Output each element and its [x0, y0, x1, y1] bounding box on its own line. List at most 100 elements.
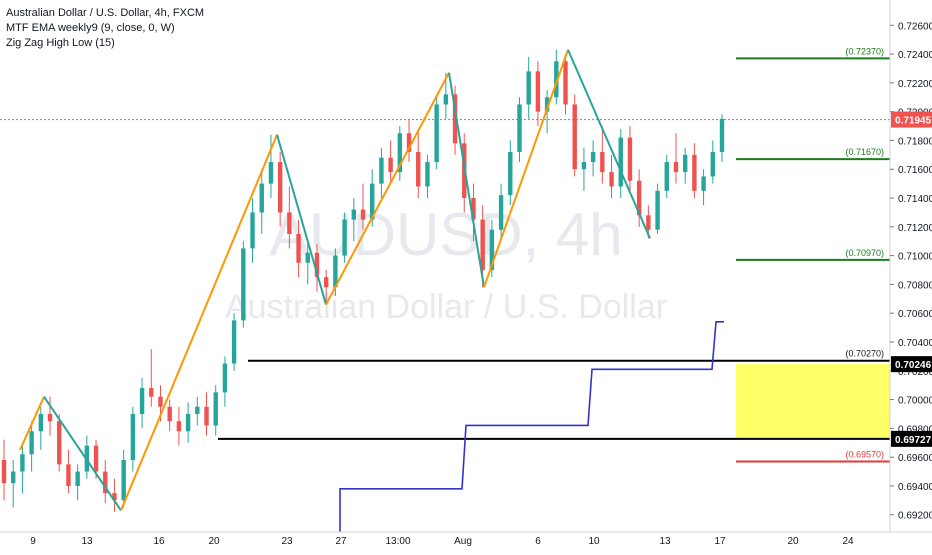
candle-body — [416, 151, 421, 187]
candle — [627, 126, 633, 191]
candle-body — [498, 195, 504, 230]
zigzag-segment — [448, 72, 485, 288]
y-tick-label: 0.69800 — [898, 424, 932, 435]
x-tick-label: 17 — [714, 536, 726, 547]
candle — [719, 114, 725, 163]
y-tick-label: 0.69200 — [898, 511, 932, 522]
candle — [277, 151, 283, 227]
zone-rect — [736, 364, 890, 439]
candle — [29, 421, 34, 472]
candle-body — [664, 162, 669, 191]
candle — [388, 140, 393, 184]
candles — [1, 49, 725, 512]
x-tick-label: 20 — [208, 536, 220, 547]
candle-body — [673, 162, 679, 173]
candle-body — [268, 162, 274, 184]
candle — [268, 134, 274, 199]
candle — [618, 128, 623, 199]
ema-indicator — [339, 321, 724, 532]
candle — [701, 169, 706, 206]
candle-body — [195, 406, 200, 414]
candle — [416, 128, 421, 199]
candle — [121, 449, 126, 508]
x-tick-label: 16 — [153, 536, 165, 547]
candle-body — [554, 61, 559, 98]
candle — [535, 61, 541, 127]
candle-body — [434, 104, 439, 163]
candle-body — [20, 454, 25, 472]
y-tick-label: 0.69600 — [898, 453, 932, 464]
candle-body — [139, 388, 145, 414]
candle — [213, 385, 218, 436]
candle — [434, 97, 439, 170]
candle-body — [314, 252, 320, 278]
candle-body — [231, 320, 237, 364]
candle-body — [480, 219, 485, 270]
candle — [692, 143, 697, 199]
candle-body — [517, 104, 522, 152]
zigzag-segment — [325, 72, 450, 306]
y-tick-label: 0.70600 — [898, 309, 932, 320]
candle — [554, 49, 559, 105]
candle-body — [112, 493, 117, 501]
candle — [176, 406, 182, 446]
x-tick-label: 13 — [81, 536, 93, 547]
legend-zigzag[interactable]: Zig Zag High Low (15) — [6, 37, 115, 49]
candle-body — [11, 471, 16, 484]
x-tick-label: Aug — [454, 536, 472, 547]
candle — [682, 147, 688, 184]
candle — [360, 183, 366, 230]
candle — [47, 396, 53, 436]
candle-body — [66, 464, 71, 486]
watermark: AUDUSD, 4h Australian Dollar / U.S. Doll… — [225, 201, 667, 326]
candle-body — [572, 104, 577, 170]
candle — [167, 399, 172, 432]
candle-body — [121, 460, 126, 501]
candle-body — [692, 154, 697, 191]
candle — [296, 219, 301, 278]
candle — [636, 169, 642, 227]
candle-body — [618, 137, 623, 187]
y-tick-label: 0.70800 — [898, 280, 932, 291]
y-tick-label: 0.71000 — [898, 252, 932, 263]
candle — [655, 183, 660, 235]
candle — [498, 183, 504, 242]
candle — [241, 241, 246, 328]
y-tick-label: 0.72200 — [898, 79, 932, 90]
candle-body — [130, 413, 136, 461]
candle-body — [379, 157, 384, 184]
candle — [572, 94, 577, 177]
legend-ema[interactable]: MTF EMA weekly9 (9, close, 0, W) — [6, 22, 175, 34]
candle — [508, 140, 513, 206]
candle-body — [452, 94, 458, 144]
candle-body — [397, 133, 403, 173]
candle-body — [627, 137, 633, 181]
candle — [517, 97, 522, 163]
candle — [112, 478, 117, 512]
chart-legend: Australian Dollar / U.S. Dollar, 4h, FXC… — [6, 6, 204, 51]
demand-zone — [218, 359, 890, 440]
candle — [600, 126, 605, 184]
candle-body — [287, 212, 292, 235]
candle-body — [167, 406, 172, 422]
candle — [590, 140, 596, 177]
candle-body — [636, 180, 642, 216]
watermark-symbol: AUDUSD, 4h — [269, 201, 622, 268]
last-price-label: 0.71945 — [895, 116, 932, 127]
candle-body — [370, 183, 375, 220]
candle-body — [600, 151, 605, 173]
x-tick-label: 23 — [281, 536, 293, 547]
zigzag-segment — [43, 396, 122, 511]
candle — [342, 212, 347, 263]
y-tick-label: 0.72400 — [898, 50, 932, 61]
candle-body — [682, 154, 688, 173]
candle-body — [93, 445, 99, 472]
candle-body — [425, 162, 430, 187]
candle-body — [443, 94, 449, 105]
candle — [1, 439, 7, 501]
y-tick-label: 0.71600 — [898, 165, 932, 176]
candle-body — [351, 209, 356, 220]
x-tick-label: 6 — [535, 536, 541, 547]
